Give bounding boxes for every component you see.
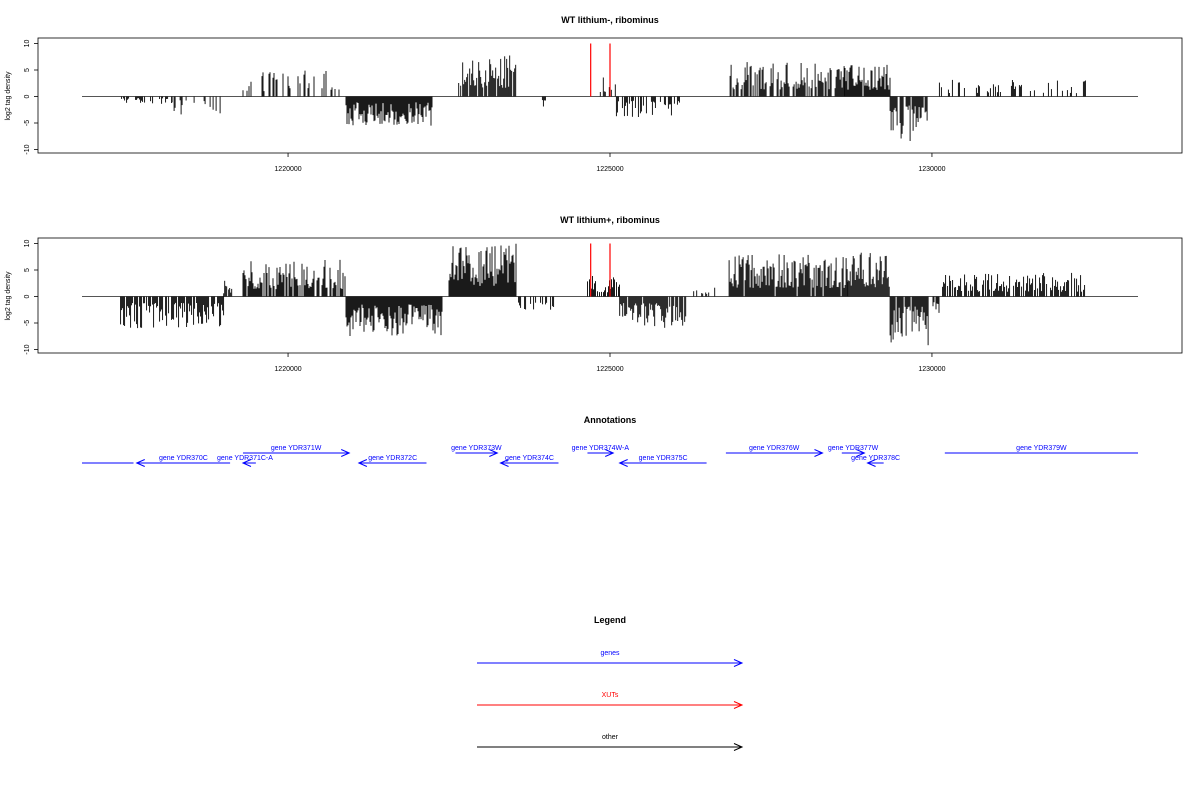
y-axis-label: log2 tag density (5, 71, 12, 121)
legend-label: genes (600, 650, 620, 657)
y-tick-label: -5 (24, 120, 31, 126)
x-tick-label: 1220000 (274, 366, 301, 373)
legend-item: other (477, 734, 744, 751)
legend-item: XUTs (477, 692, 744, 709)
gene-label: gene YDR377W (828, 445, 879, 452)
gene-label: gene YDR371W (271, 445, 322, 452)
arrow-right-icon (489, 449, 499, 457)
gene-label: gene YDR379W (1016, 445, 1067, 452)
gene-label: gene YDR374C (505, 455, 554, 462)
x-tick-label: 1225000 (596, 166, 623, 173)
x-tick-label: 1225000 (596, 366, 623, 373)
gene-label: gene YDR370C (159, 455, 208, 462)
gene-annotation: gene YDR376W (725, 445, 824, 457)
legend-title: Legend (594, 615, 626, 625)
y-tick-label: 0 (24, 94, 31, 98)
y-tick-label: 10 (24, 40, 31, 48)
arrow-left-icon (357, 459, 368, 467)
bar-series (82, 243, 1138, 346)
gene-annotation: gene YDR374C (499, 455, 559, 467)
arrow-left-icon (241, 459, 252, 467)
y-axis-label: log2 tag density (5, 271, 12, 321)
legend-item: genes (477, 650, 744, 667)
gene-label: gene YDR372C (368, 455, 417, 462)
arrow-right-icon (733, 743, 744, 751)
legend-label: other (602, 734, 619, 741)
gene-annotation: gene YDR372C (357, 455, 427, 467)
arrow-right-icon (605, 449, 615, 457)
y-tick-label: 5 (24, 68, 31, 72)
arrow-right-icon (341, 449, 351, 457)
gene-annotation: gene YDR379W (944, 445, 1138, 454)
y-axis: -10 -5 0 5 10 (24, 40, 38, 155)
gene-label: gene YDR373W (451, 445, 502, 452)
gene-label: gene YDR376W (749, 445, 800, 452)
y-tick-label: -10 (24, 144, 31, 154)
panel-lithium-minus: WT lithium-, ribominus log2 tag density … (5, 15, 1183, 173)
x-tick-label: 1220000 (274, 166, 301, 173)
arrow-right-icon (733, 659, 744, 667)
arrow-left-icon (499, 459, 509, 467)
gene-annotation: gene YDR374W-A (572, 445, 630, 457)
arrow-right-icon (733, 701, 744, 709)
y-tick-label: 5 (24, 268, 31, 272)
arrow-left-icon (135, 459, 145, 467)
gene-annotation: gene YDR377W (828, 445, 879, 457)
gene-label: gene YDR378C (851, 455, 900, 462)
gene-annotation: gene YDR371W (242, 445, 351, 457)
gene-label: gene YDR375C (639, 455, 688, 462)
gene-label: gene YDR374W-A (572, 445, 630, 452)
annotations-title: Annotations (584, 415, 637, 425)
x-tick-label: 1230000 (918, 166, 945, 173)
y-tick-label: -5 (24, 320, 31, 326)
legend-label: XUTs (602, 692, 619, 699)
panel-lithium-plus: WT lithium+, ribominus log2 tag density … (5, 215, 1183, 373)
x-axis: 1220000 1225000 1230000 (274, 153, 946, 173)
gene-annotation: gene YDR371C-A (217, 455, 273, 467)
legend-items: genes XUTs other (477, 650, 744, 751)
gene-annotation: gene YDR378C (851, 455, 900, 467)
arrow-left-icon (866, 459, 876, 467)
panel-title: WT lithium+, ribominus (560, 215, 660, 225)
panel-title: WT lithium-, ribominus (561, 15, 659, 25)
gene-label: gene YDR371C-A (217, 455, 273, 462)
arrow-right-icon (856, 449, 866, 457)
x-axis: 1220000 1225000 1230000 (274, 353, 946, 373)
y-axis: -10 -5 0 5 10 (24, 240, 38, 355)
gene-annotation: gene YDR375C (618, 455, 707, 467)
arrow-left-icon (618, 459, 628, 467)
y-tick-label: 10 (24, 240, 31, 248)
gene-list: gene YDR370C gene YDR371W gene YDR371C-A ge… (82, 445, 1138, 467)
gene-annotation: gene YDR370C (135, 455, 231, 467)
bar-series (82, 43, 1138, 141)
x-tick-label: 1230000 (918, 366, 945, 373)
y-tick-label: 0 (24, 294, 31, 298)
gene-annotation: gene YDR373W (451, 445, 502, 457)
arrow-right-icon (814, 449, 824, 457)
y-tick-label: -10 (24, 344, 31, 354)
legend: Legend genes XUTs other (477, 615, 744, 751)
